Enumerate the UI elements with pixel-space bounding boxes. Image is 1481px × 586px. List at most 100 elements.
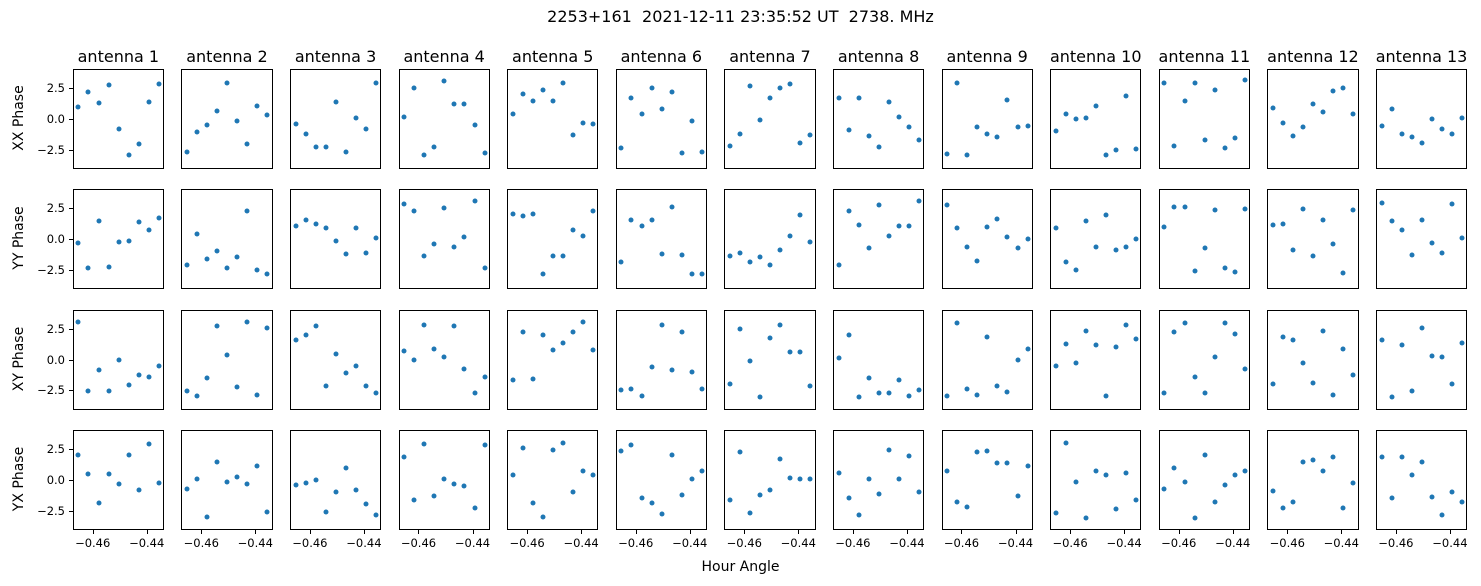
data-point (1389, 394, 1395, 400)
data-point (560, 340, 566, 346)
data-point (1242, 77, 1248, 83)
x-tick-label: −0.46 (400, 536, 437, 551)
data-point (373, 80, 379, 86)
data-point (303, 332, 309, 338)
data-point (727, 253, 733, 259)
data-point (204, 375, 210, 381)
data-point (472, 390, 478, 396)
subplot-xy-phase-antenna-7 (724, 309, 816, 410)
data-point (916, 387, 922, 393)
x-tick-mark (689, 530, 691, 535)
data-point (560, 253, 566, 259)
data-point (1379, 337, 1385, 343)
data-point (1133, 236, 1139, 242)
data-point (194, 231, 200, 237)
data-point (363, 126, 369, 132)
data-point (214, 248, 220, 254)
data-point (156, 81, 162, 87)
data-point (146, 374, 152, 380)
data-point (1083, 328, 1089, 334)
data-point (639, 111, 645, 117)
data-point (1379, 454, 1385, 460)
data-point (628, 95, 634, 101)
data-point (1439, 126, 1445, 132)
x-tick-mark (472, 530, 474, 535)
x-tick-mark (1395, 530, 1397, 535)
data-point (224, 80, 230, 86)
data-point (639, 223, 645, 229)
data-point (510, 111, 516, 117)
data-point (886, 447, 892, 453)
data-point (836, 470, 842, 476)
data-point (1222, 265, 1228, 271)
data-point (1340, 505, 1346, 511)
x-tick-label: −0.44 (1106, 536, 1142, 551)
data-point (353, 487, 359, 493)
data-point (699, 271, 705, 277)
data-point (401, 454, 407, 460)
data-point (1350, 480, 1356, 486)
data-point (1290, 247, 1296, 253)
subplot-title-antenna-4: antenna 4 (403, 47, 485, 66)
data-point (96, 500, 102, 506)
y-tick-mark (68, 359, 73, 361)
subplot-yx-phase-antenna-13 (1375, 430, 1468, 531)
data-point (1103, 212, 1109, 218)
subplot-xy-phase-antenna-4 (398, 309, 490, 410)
data-point (896, 377, 902, 383)
subplot-title-antenna-8: antenna 8 (837, 47, 920, 66)
data-point (570, 132, 576, 138)
x-tick-label: −0.46 (835, 536, 871, 551)
data-point (540, 514, 546, 520)
subplot-title-antenna-7: antenna 7 (729, 47, 811, 66)
data-point (669, 204, 675, 210)
data-point (1449, 381, 1455, 387)
data-point (85, 265, 91, 271)
data-point (184, 388, 190, 394)
subplot-title-antenna-1: antenna 1 (77, 47, 160, 66)
subplot-title-antenna-5: antenna 5 (512, 47, 594, 66)
x-tick-mark (852, 530, 854, 535)
data-point (984, 131, 990, 137)
subplot-yy-phase-antenna-2 (181, 189, 273, 290)
y-tick-mark (68, 88, 73, 90)
data-point (737, 250, 743, 256)
data-point (1449, 201, 1455, 207)
x-tick-mark (1015, 530, 1017, 535)
data-point (590, 208, 596, 214)
subplot-yy-phase-antenna-10 (1050, 189, 1142, 290)
y-tick-label: −2.5 (37, 263, 65, 278)
data-point (1300, 124, 1306, 130)
data-point (1093, 103, 1099, 109)
data-point (628, 442, 634, 448)
data-point (1083, 515, 1089, 521)
chart-title: 2253+161 2021-12-11 23:35:52 UT 2738. MH… (547, 7, 934, 26)
x-tick-mark (1449, 530, 1451, 535)
data-point (974, 124, 980, 130)
data-point (510, 377, 516, 383)
data-point (1192, 374, 1198, 380)
data-point (540, 332, 546, 338)
data-point (353, 115, 359, 121)
subplot-xy-phase-antenna-8 (832, 309, 925, 410)
data-point (807, 239, 813, 245)
data-point (510, 472, 516, 478)
data-point (411, 85, 417, 91)
data-point (747, 510, 753, 516)
data-point (1379, 123, 1385, 129)
data-point (461, 234, 467, 240)
data-point (896, 223, 902, 229)
data-point (343, 465, 349, 471)
subplot-title-antenna-6: antenna 6 (620, 47, 703, 66)
data-point (1429, 353, 1435, 359)
x-tick-label: −0.44 (237, 536, 273, 551)
data-point (737, 326, 743, 332)
data-point (1053, 363, 1059, 369)
data-point (777, 247, 783, 253)
data-point (1459, 340, 1465, 346)
data-point (1171, 465, 1177, 471)
y-tick-label: 0.0 (46, 473, 65, 488)
data-point (146, 99, 152, 105)
data-point (1123, 470, 1129, 476)
